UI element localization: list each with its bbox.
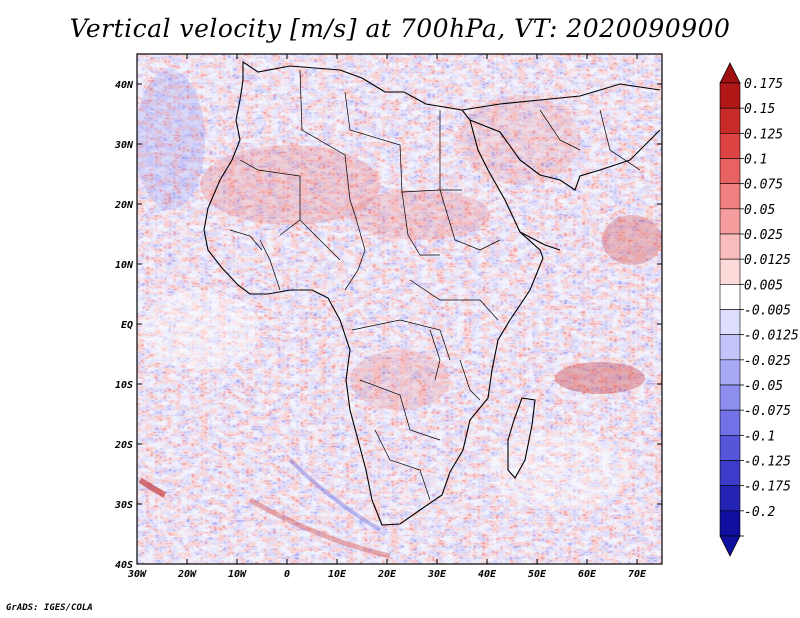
colorbar-label: 0.05 [744,203,775,218]
colorbar-swatch [719,82,741,109]
lon-tick-label: 70E [628,569,647,580]
colorbar-swatch [719,485,741,512]
colorbar-label: -0.025 [744,354,791,369]
colorbar-label: -0.175 [744,480,791,495]
colorbar-swatch [719,183,741,210]
colorbar-swatch [719,233,741,260]
colorbar-label: 0.025 [744,228,783,243]
colorbar-label: -0.1 [744,429,775,444]
colorbar-label: -0.005 [744,304,791,319]
lat-tick-label: 10N [115,260,134,271]
lat-tick-label: 20N [114,200,134,211]
colorbar-label: 0.0125 [744,253,791,268]
colorbar-swatch [719,284,741,310]
coastlines [203,60,661,526]
colorbar-label: -0.05 [744,379,783,394]
colorbar-label: -0.075 [744,404,791,419]
colorbar-swatch [719,208,741,235]
lon-tick-label: 30E [427,569,447,580]
map-title: Vertical velocity [m/s] at 700hPa, VT: 2… [69,14,731,43]
colorbar-label: 0.15 [744,102,775,117]
lon-tick-label: 40E [478,569,497,580]
colorbar-swatch [719,334,741,361]
colorbar-label: -0.125 [744,455,791,470]
colorbar-swatch [719,258,741,285]
lon-tick-label: 60E [578,569,597,580]
colorbar-label: -0.0125 [744,329,799,344]
colorbar-swatch [719,409,741,436]
lat-tick-label: 40S [115,560,133,571]
colorbar-label: 0.005 [744,278,783,293]
lon-tick-label: 50E [528,569,547,580]
colorbar-swatch [719,435,741,461]
lon-tick-label: 30W [127,569,147,580]
colorbar-label: 0.125 [744,127,783,142]
lat-tick-label: 40N [115,80,134,91]
colorbar-label: 0.075 [744,178,783,193]
lat-tick-label: 30S [114,500,133,511]
colorbar-swatch [719,158,741,184]
colorbar-swatch [719,133,741,159]
country-borders [229,69,641,501]
lat-tick-label: 30N [114,140,134,151]
lat-tick-label: EQ [121,320,133,331]
colorbar-label: 0.175 [744,77,783,92]
colorbar-swatch [719,309,741,335]
lon-tick-label: 20W [177,569,197,580]
vertical-velocity-field [137,54,662,564]
lat-tick-label: 20S [114,440,133,451]
lon-tick-label: 20E [377,569,397,580]
map-frame [136,53,663,565]
colorbar-label: -0.2 [744,505,775,520]
colorbar-label: 0.1 [744,153,767,168]
lon-tick-label: 10W [228,569,247,580]
colorbar-swatch [719,359,741,386]
colorbar-swatch [719,460,741,486]
colorbar-swatch [719,384,741,411]
colorbar-swatch [719,510,741,537]
lon-tick-label: 10E [328,569,347,580]
colorbar-max-arrow [719,62,741,84]
colorbar: 0.175 0.15 0.125 0.1 0.075 0.05 0.025 0.0125 0.0… [719,62,799,557]
colorbar-swatch [719,107,741,134]
axis-ticks: 30W 20W 10W 0 10E 20E 30E 40E 50E 60E 70E 40N 30N 20N… [114,54,662,580]
colorbar-min-arrow [719,535,741,557]
lat-tick-label: 10S [115,380,133,391]
credit-text: GrADS: IGES/COLA [6,603,93,613]
lon-tick-label: 0 [284,569,290,580]
